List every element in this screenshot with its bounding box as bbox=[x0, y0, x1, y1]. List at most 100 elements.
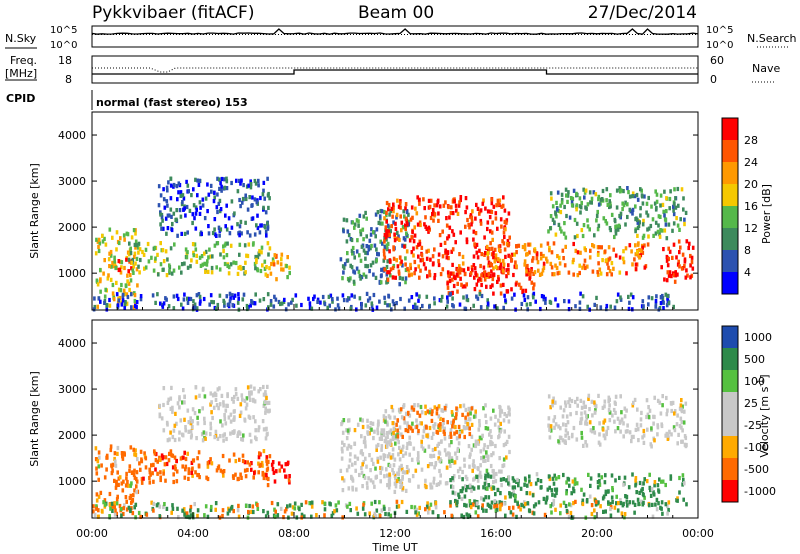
power-echo-cell bbox=[199, 299, 202, 304]
power-echo-cell bbox=[446, 270, 450, 275]
power-echo-cell bbox=[567, 270, 571, 275]
power-echo-cell bbox=[584, 265, 587, 271]
velocity-echo-cell bbox=[371, 421, 375, 426]
power-echo-cell bbox=[681, 252, 685, 257]
power-echo-cell bbox=[624, 222, 627, 227]
velocity-echo-cell bbox=[187, 467, 191, 472]
velocity-echo-cell bbox=[676, 441, 679, 446]
velocity-echo-cell bbox=[167, 458, 171, 463]
power-echo-cell bbox=[507, 263, 510, 268]
power-echo-cell bbox=[379, 221, 382, 226]
velocity-echo-cell bbox=[474, 439, 478, 444]
velocity-echo-cell bbox=[648, 408, 652, 413]
velocity-echo-cell bbox=[617, 501, 620, 506]
power-echo-cell bbox=[117, 259, 121, 264]
velocity-echo-cell bbox=[624, 494, 627, 499]
velocity-echo-cell bbox=[658, 477, 661, 482]
power-echo-cell bbox=[223, 177, 226, 182]
power-echo-cell bbox=[499, 283, 503, 288]
velocity-echo-cell bbox=[610, 495, 614, 500]
velocity-echo-cell bbox=[433, 465, 436, 470]
velocity-echo-cell bbox=[643, 477, 646, 482]
velocity-echo-cell bbox=[598, 432, 601, 437]
velocity-echo-cell bbox=[236, 433, 239, 438]
power-echo-cell bbox=[641, 222, 645, 227]
power-echo-cell bbox=[120, 265, 123, 270]
power-echo-cell bbox=[643, 265, 647, 270]
power-echo-cell bbox=[685, 239, 689, 244]
velocity-echo-cell bbox=[661, 403, 664, 408]
power-echo-cell bbox=[668, 196, 672, 202]
power-echo-cell bbox=[525, 302, 529, 307]
power-echo-cell bbox=[420, 245, 424, 250]
velocity-echo-cell bbox=[181, 432, 184, 437]
power-echo-cell bbox=[677, 203, 680, 208]
velocity-echo-cell bbox=[450, 456, 454, 461]
velocity-echo-cell bbox=[398, 465, 402, 470]
velocity-echo-cell bbox=[482, 508, 485, 513]
velocity-echo-cell bbox=[224, 421, 228, 426]
velocity-echo-cell bbox=[243, 398, 247, 403]
velocity-echo-cell bbox=[407, 410, 410, 415]
power-echo-cell bbox=[198, 178, 201, 183]
power-echo-cell bbox=[664, 218, 667, 223]
power-echo-cell bbox=[225, 176, 228, 181]
power-echo-cell bbox=[169, 207, 173, 212]
power-echo-cell bbox=[452, 271, 455, 276]
velocity-echo-cell bbox=[220, 393, 224, 398]
power-echo-cell bbox=[665, 254, 669, 260]
velocity-echo-cell bbox=[388, 507, 391, 512]
power-echo-cell bbox=[559, 203, 562, 208]
power-echo-cell bbox=[259, 195, 262, 201]
power-echo-cell bbox=[548, 248, 551, 253]
power-echo-cell bbox=[549, 214, 553, 219]
velocity-echo-cell bbox=[432, 431, 435, 436]
velocity-echo-cell bbox=[218, 402, 222, 407]
velocity-echo-cell bbox=[113, 512, 117, 517]
power-echo-cell bbox=[125, 257, 128, 262]
power-echo-cell bbox=[580, 228, 584, 233]
power-echo-cell bbox=[505, 268, 508, 273]
velocity-echo-cell bbox=[408, 435, 411, 440]
velocity-echo-cell bbox=[422, 429, 426, 434]
power-echo-cell bbox=[680, 187, 684, 192]
velocity-echo-cell bbox=[559, 435, 563, 441]
velocity-echo-cell bbox=[170, 385, 173, 390]
velocity-echo-cell bbox=[664, 502, 668, 507]
velocity-echo-cell bbox=[634, 427, 638, 432]
velocity-echo-cell bbox=[564, 400, 567, 405]
velocity-echo-cell bbox=[194, 395, 198, 400]
power-echo-cell bbox=[499, 265, 502, 270]
velocity-echo-cell bbox=[341, 449, 344, 454]
velocity-echo-cell bbox=[178, 430, 181, 435]
power-echo-cell bbox=[206, 209, 209, 214]
power-echo-cell bbox=[605, 272, 609, 277]
power-echo-cell bbox=[216, 176, 219, 181]
power-echo-cell bbox=[413, 302, 417, 307]
power-echo-cell bbox=[170, 214, 173, 219]
velocity-echo-cell bbox=[657, 501, 660, 506]
power-echo-cell bbox=[513, 252, 516, 257]
power-echo-cell bbox=[358, 213, 362, 218]
velocity-echo-cell bbox=[152, 462, 155, 467]
velocity-echo-cell bbox=[503, 501, 506, 506]
velocity-echo-cell bbox=[508, 491, 511, 496]
power-echo-cell bbox=[375, 227, 379, 232]
velocity-echo-cell bbox=[566, 476, 570, 481]
power-echo-cell bbox=[513, 292, 516, 297]
velocity-echo-cell bbox=[262, 403, 266, 408]
velocity-echo-cell bbox=[257, 425, 261, 430]
velocity-echo-cell bbox=[397, 440, 400, 445]
velocity-echo-cell bbox=[582, 400, 586, 405]
power-echo-cell bbox=[679, 245, 682, 250]
power-echo-cell bbox=[218, 233, 221, 238]
power-echo-cell bbox=[678, 250, 681, 255]
power-echo-cell bbox=[365, 291, 369, 296]
power-echo-cell bbox=[411, 230, 414, 235]
power-echo-cell bbox=[472, 254, 476, 259]
velocity-echo-cell bbox=[594, 502, 598, 507]
power-echo-cell bbox=[120, 282, 123, 288]
velocity-echo-cell bbox=[536, 477, 540, 483]
velocity-echo-cell bbox=[172, 428, 176, 433]
power-echo-cell bbox=[460, 267, 463, 272]
